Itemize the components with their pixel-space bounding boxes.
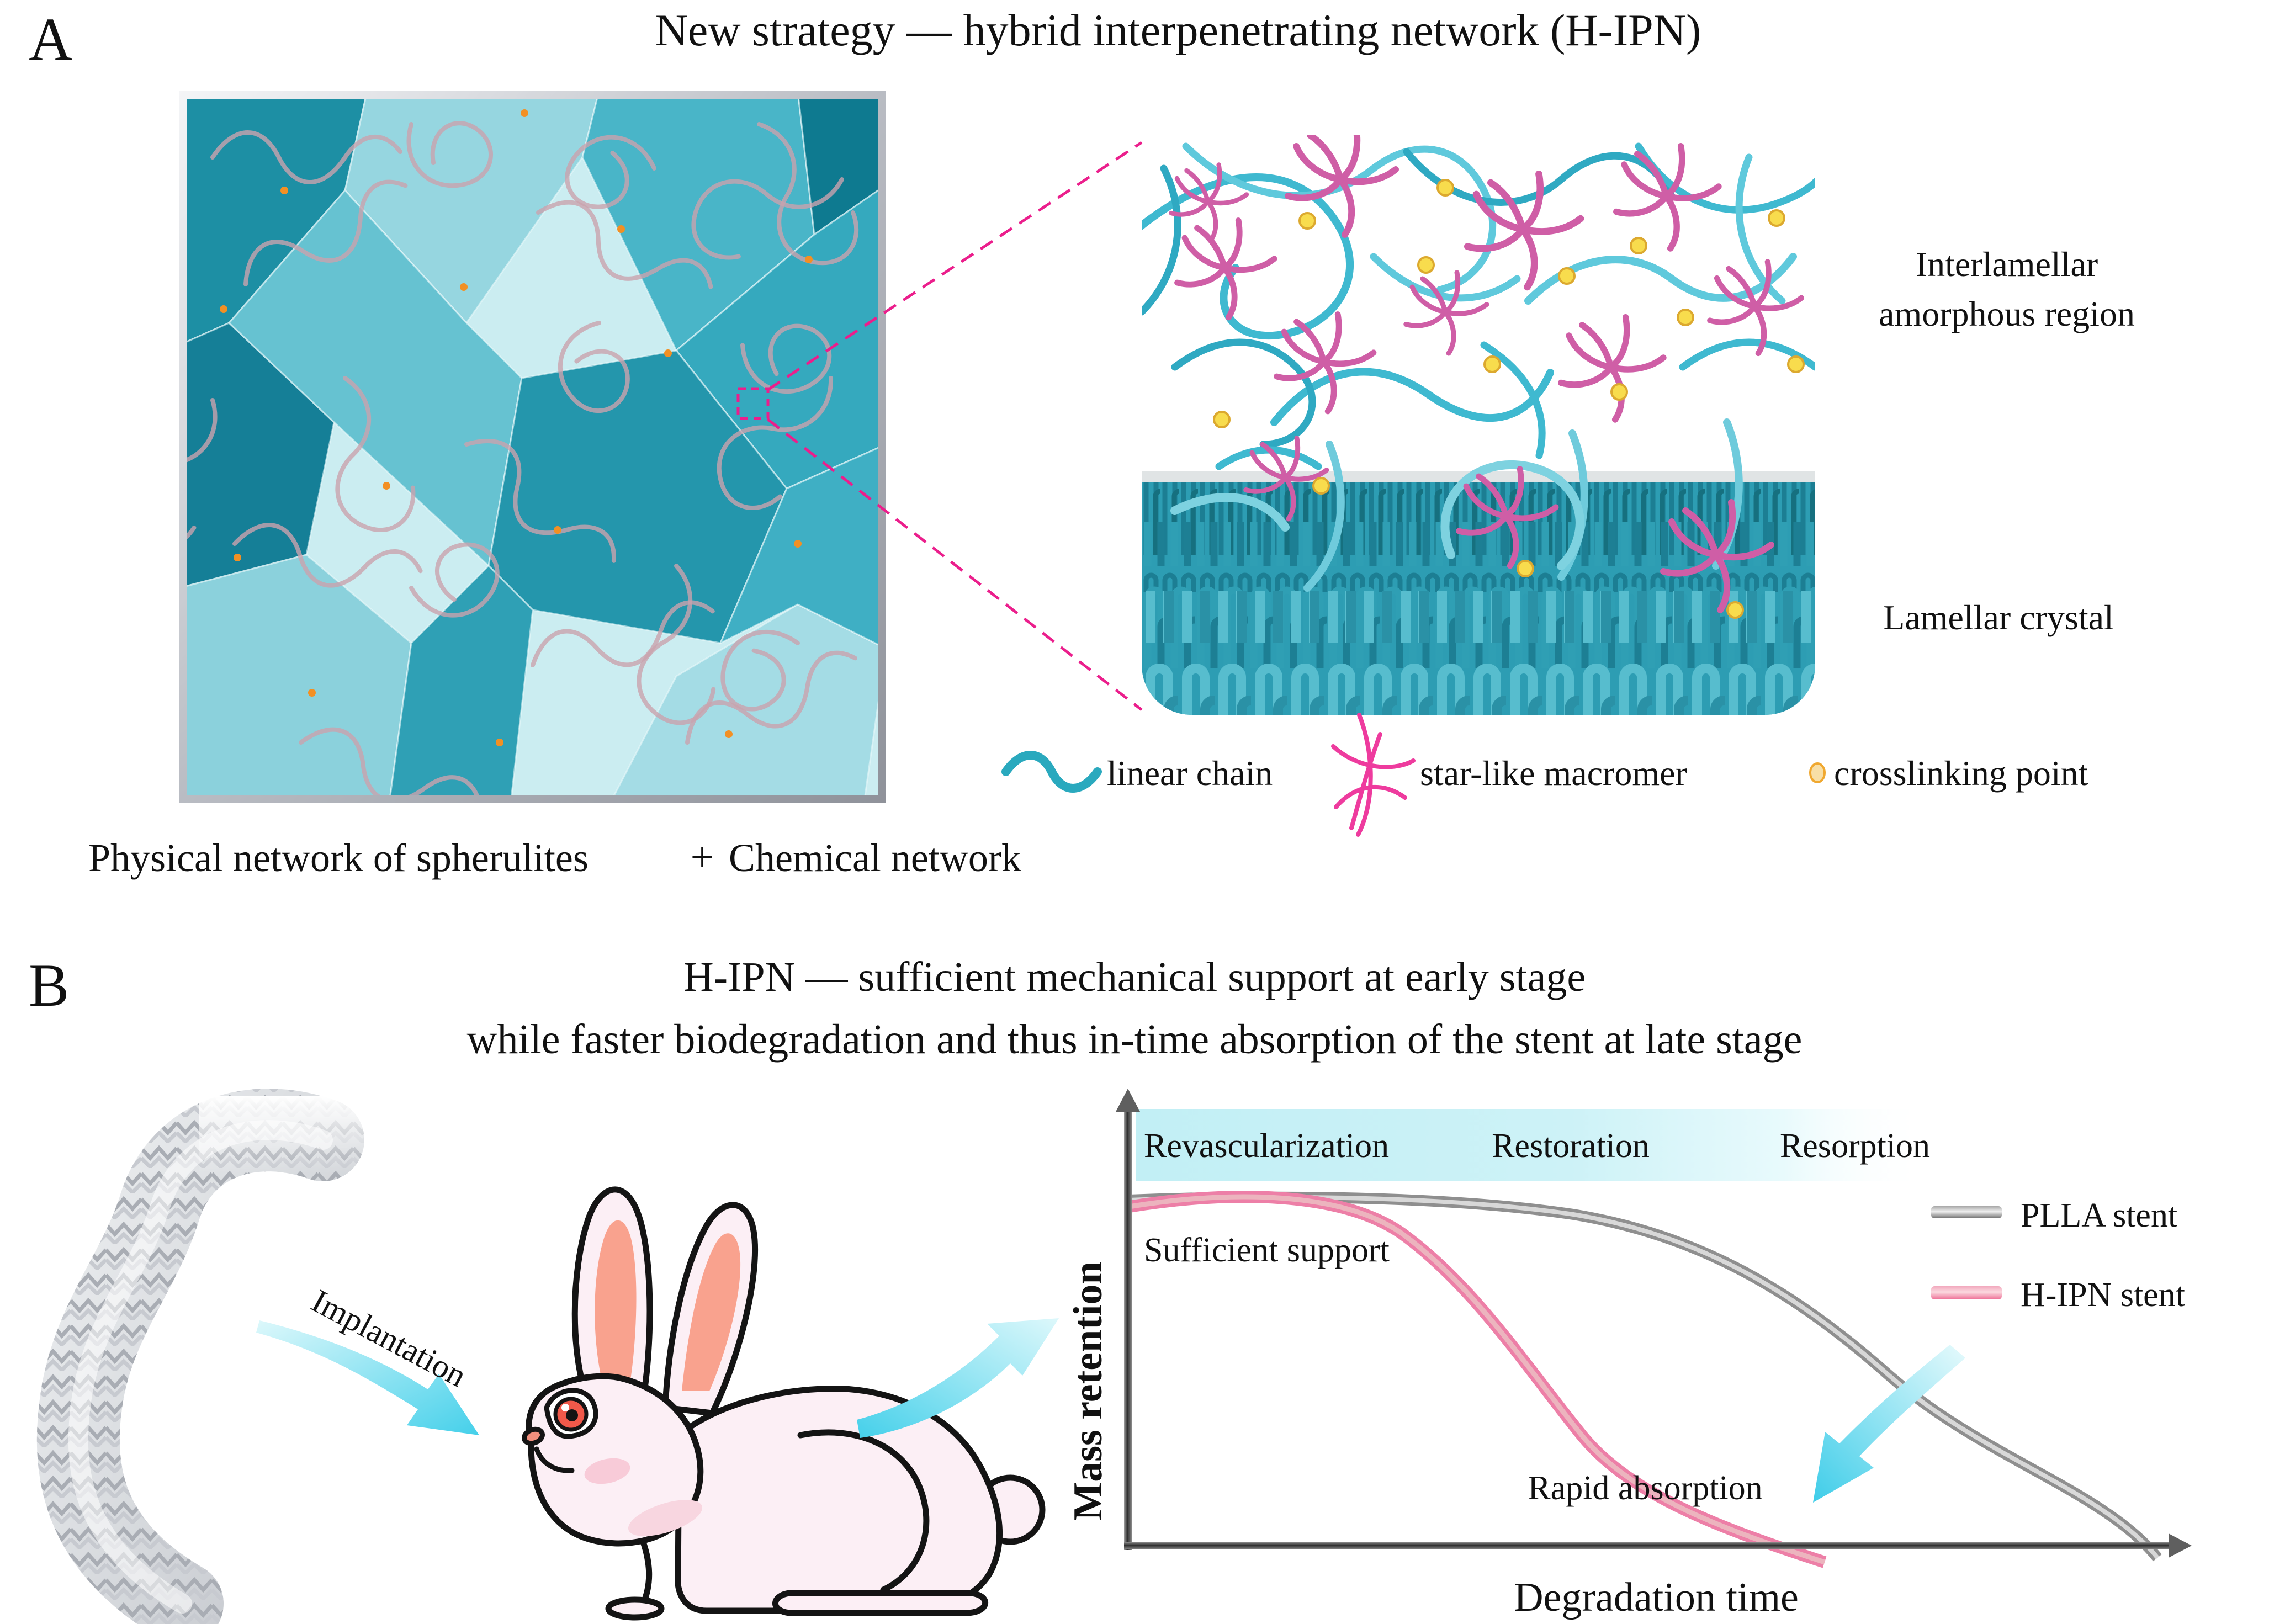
absorption-arrow: [1813, 1345, 1965, 1503]
stent-top-fade: [199, 1096, 386, 1173]
caption-plus: +: [691, 834, 714, 880]
star-macromer-label: star-like macromer: [1420, 753, 1687, 793]
phase-revascularization: Revascularization: [1144, 1127, 1389, 1165]
phase-band: [1136, 1109, 1926, 1181]
plla-legend-swatch: [1931, 1206, 2002, 1218]
crosslinking-point-icon: [1809, 762, 1826, 783]
rabbit-mouth: [534, 1446, 575, 1473]
linear-chain-icon: [1001, 751, 1102, 793]
rabbit-front-leg: [637, 1531, 653, 1607]
implantation-arrow: [256, 1320, 479, 1435]
chart-legend: PLLA stent H-IPN stent: [1931, 1197, 2185, 1314]
rabbit-hind-foot: [772, 1590, 989, 1616]
rabbit-body: [675, 1386, 1003, 1614]
rabbit-to-chart-arrow: [857, 1318, 1059, 1438]
molecular-panel: [1142, 135, 1815, 715]
hipn-legend-swatch: [1931, 1286, 2002, 1299]
rabbit-illustration: [522, 1186, 1046, 1621]
lamellar-crystal-label: Lamellar crystal: [1883, 598, 2114, 637]
panel-b-title-line1: H-IPN — sufficient mechanical support at…: [683, 954, 1586, 1000]
panel-b-title-line2: while faster biodegradation and thus in-…: [467, 1016, 1803, 1063]
y-axis-arrowhead: [1116, 1089, 1140, 1112]
rabbit-front-paw: [605, 1596, 665, 1621]
lamellar-crystal-front: [1142, 591, 1815, 715]
caption-physical: Physical network of spherulites: [88, 836, 589, 880]
interlamellar-label-line1: Interlamellar: [1916, 245, 2098, 284]
caption-chemical: Chemical network: [729, 836, 1021, 880]
panel-a-legend: linear chain star-like macromer crosslin…: [1001, 713, 2088, 837]
panel-a-caption: Physical network of spherulites + Chemic…: [88, 834, 1021, 880]
star-macromer-icon: [1331, 713, 1416, 837]
hipn-legend-label: H-IPN stent: [2021, 1276, 2185, 1314]
zoom-region-box: [736, 387, 770, 420]
y-axis: [1124, 1108, 1132, 1550]
zoom-connector-lines: [767, 141, 1143, 711]
plla-curve: [1128, 1191, 2162, 1562]
crosslink-dots-panel: [1213, 179, 1805, 619]
rabbit-eye-glint: [561, 1404, 569, 1411]
degradation-chart: Revascularization Restoration Resorption…: [1065, 1089, 2192, 1620]
x-axis-label: Degradation time: [1514, 1575, 1799, 1620]
linear-chain-label: linear chain: [1107, 753, 1273, 793]
y-axis-label: Mass retention: [1065, 1261, 1111, 1520]
stent-illustration: [36, 1089, 386, 1624]
rabbit-haunch-line: [797, 1429, 930, 1593]
rabbit-nose: [522, 1426, 545, 1446]
rabbit-eye-pupil: [566, 1409, 578, 1421]
sufficient-support-label: Sufficient support: [1144, 1232, 1390, 1269]
spherulite-image: [179, 91, 886, 803]
rabbit-blush: [584, 1458, 630, 1484]
panel-a-label: A: [29, 6, 72, 73]
spherulite-polygons: [187, 99, 878, 795]
rabbit-ear-left-inner: [595, 1220, 637, 1380]
rabbit-ear-right-inner: [682, 1233, 741, 1391]
x-axis: [1124, 1542, 2172, 1549]
phase-restoration: Restoration: [1492, 1127, 1650, 1165]
hipn-curve: [1128, 1191, 1827, 1568]
x-axis-arrowhead: [2169, 1533, 2192, 1558]
plla-legend-label: PLLA stent: [2021, 1197, 2177, 1234]
interlamellar-label-line2: amorphous region: [1879, 294, 2135, 333]
crosslink-dots-a: [220, 109, 813, 746]
panel-a-title: New strategy — hybrid interpenetrating n…: [655, 5, 1701, 55]
rapid-absorption-label: Rapid absorption: [1528, 1469, 1762, 1507]
phase-resorption: Resorption: [1780, 1127, 1930, 1165]
rabbit-chest-shading: [628, 1500, 703, 1536]
crosslinking-point-label: crosslinking point: [1834, 753, 2088, 793]
panel-b-label: B: [29, 952, 69, 1019]
